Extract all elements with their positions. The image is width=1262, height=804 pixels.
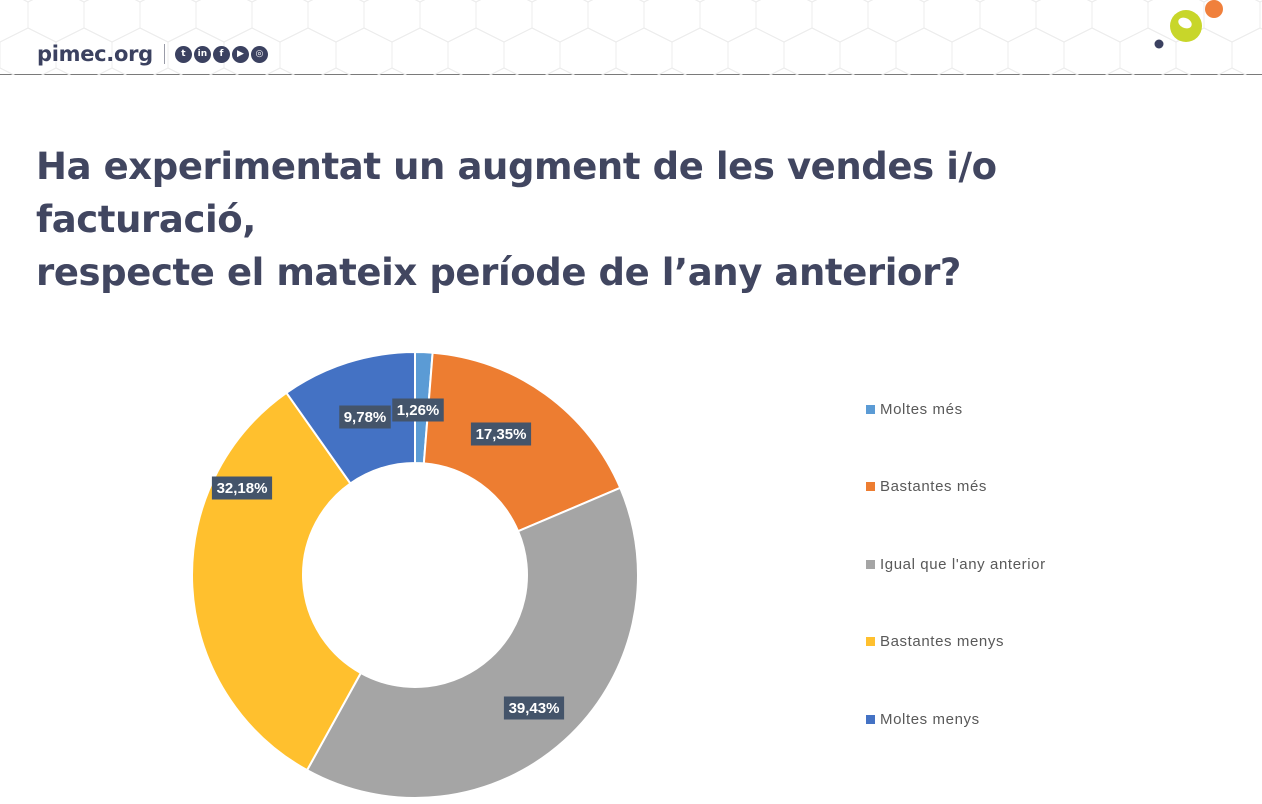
data-label-4: 32,18%	[211, 476, 273, 500]
instagram-icon[interactable]: ◎	[250, 45, 268, 63]
legend-item-3[interactable]: Igual que l'any anterior	[866, 553, 1046, 575]
legend-label: Bastantes més	[880, 478, 988, 495]
chart-legend: Moltes més Bastantes més Igual que l'any a…	[866, 398, 1046, 786]
data-label-5: 9,78%	[339, 405, 391, 429]
legend-swatch	[866, 404, 875, 414]
brand-separator	[163, 44, 165, 64]
legend-label: Moltes més	[880, 400, 963, 418]
facebook-icon[interactable]: f	[212, 45, 230, 63]
data-label-text-5: 9,78%	[344, 409, 387, 426]
pimec-logo-icon	[1154, 0, 1223, 49]
legend-swatch	[866, 714, 875, 724]
legend-label: Moltes menys	[880, 710, 980, 728]
data-label-text-2: 17,35%	[476, 426, 527, 443]
brand-name[interactable]: pimec.org	[37, 42, 153, 66]
legend-label: Igual que l'any anterior	[880, 555, 1046, 573]
social-links: t in f ▶ ◎	[174, 45, 268, 63]
page-title: Ha experimentat un augment de les vendes…	[36, 140, 1186, 299]
legend-item-1[interactable]: Moltes més	[866, 398, 1046, 420]
youtube-icon[interactable]: ▶	[231, 45, 249, 63]
legend-swatch	[866, 482, 875, 491]
legend-item-2[interactable]: Bastantes més	[866, 476, 1046, 498]
data-label-1: 1,26%	[392, 398, 444, 422]
data-label-text-4: 32,18%	[217, 480, 268, 497]
data-label-2: 17,35%	[470, 422, 532, 446]
legend-label: Bastantes menys	[880, 633, 1005, 650]
brand: pimec.org t in f ▶ ◎	[37, 40, 268, 68]
legend-swatch	[866, 559, 875, 569]
legend-item-4[interactable]: Bastantes menys	[866, 631, 1046, 653]
legend-item-5[interactable]: Moltes menys	[866, 708, 1046, 730]
linkedin-icon[interactable]: in	[193, 45, 211, 63]
data-label-text-1: 1,26%	[397, 402, 440, 419]
page-header: pimec.org t in f ▶ ◎	[0, 0, 1262, 75]
data-label-text-3: 39,43%	[509, 700, 560, 717]
data-label-3: 39,43%	[503, 696, 565, 720]
twitter-icon[interactable]: t	[174, 45, 192, 63]
header-pattern	[0, 0, 1262, 75]
title-line-2: respecte el mateix període de l’any ante…	[36, 251, 961, 294]
legend-swatch	[866, 637, 875, 646]
slice-3[interactable]	[305, 486, 639, 799]
title-line-1: Ha experimentat un augment de les vendes…	[36, 145, 997, 241]
